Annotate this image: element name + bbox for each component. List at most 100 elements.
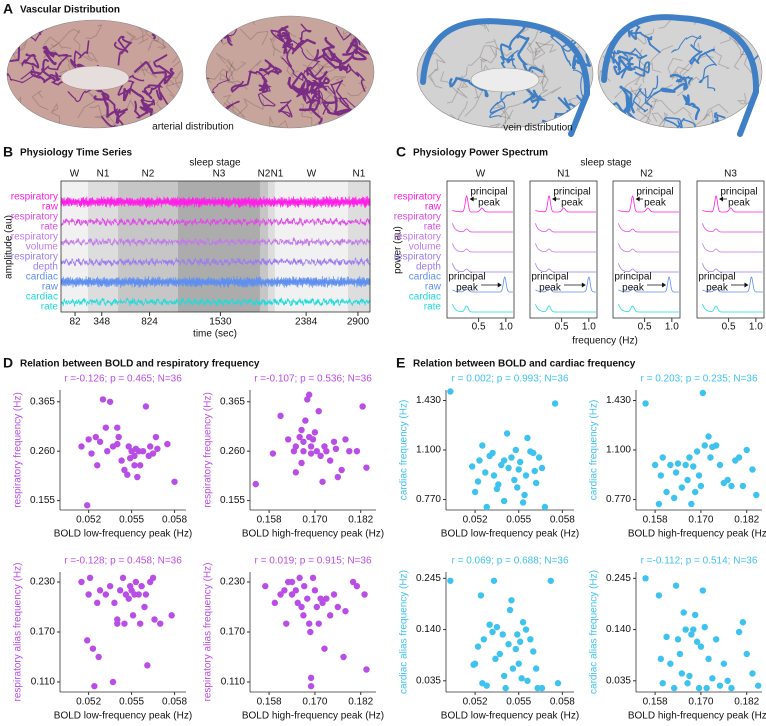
point [301, 582, 308, 590]
point [311, 429, 319, 436]
vessel [307, 76, 330, 94]
point [284, 436, 292, 443]
vessel [572, 69, 593, 99]
point [298, 426, 305, 434]
x-axis-label: BOLD high-frequency peak (Hz) [628, 529, 766, 540]
signal-label: respiratory [394, 232, 441, 243]
point [690, 626, 697, 633]
signal-trace [60, 236, 371, 247]
sulcus [464, 90, 483, 117]
point [535, 454, 543, 461]
sulcus [50, 28, 81, 48]
spectrum [535, 195, 596, 213]
y-tick-label: 0.365 [220, 396, 245, 407]
y-tick-label: 0.770 [606, 494, 631, 505]
sulcus [417, 27, 431, 51]
point [86, 574, 94, 582]
point [691, 611, 699, 619]
point [292, 469, 300, 476]
sulcus [733, 39, 754, 76]
sulcus [12, 40, 28, 65]
stage-axis-label: sleep stage [189, 158, 241, 169]
point [154, 445, 161, 453]
point [88, 450, 95, 457]
point [500, 457, 508, 464]
point [515, 466, 522, 473]
annotation: peak [622, 283, 645, 294]
point [319, 599, 326, 607]
point [728, 684, 735, 692]
point [670, 684, 678, 692]
x-tick-label: 0.5 [472, 322, 486, 333]
annotation: peak [539, 283, 562, 294]
y-tick-label: 0.770 [416, 494, 441, 505]
spectrum [702, 195, 763, 213]
annotation: peak [478, 198, 501, 209]
point [114, 616, 121, 623]
sulcus [166, 69, 183, 96]
point [754, 682, 762, 689]
point [89, 645, 97, 652]
image-label: arterial distribution [152, 122, 234, 133]
point [115, 433, 122, 441]
annotation: principal [720, 187, 757, 198]
point [313, 603, 321, 611]
y-tick-label: 0.245 [606, 573, 631, 584]
sulcus [221, 101, 239, 117]
point [486, 621, 493, 628]
point [132, 578, 140, 586]
signal-label: respiratory [11, 252, 58, 263]
point [693, 448, 701, 455]
x-axis-label: BOLD low-frequency peak (Hz) [54, 711, 192, 722]
signal-label: raw [42, 202, 59, 213]
point [682, 461, 689, 469]
signal-label: cardiac [409, 272, 441, 283]
panel-title: Physiology Power Spectrum [413, 148, 548, 159]
point [505, 464, 512, 472]
signal-label: volume [26, 242, 59, 253]
point [104, 447, 111, 455]
point [492, 655, 499, 663]
x-axis-label: BOLD low-frequency peak (Hz) [441, 711, 579, 722]
point [78, 443, 85, 450]
point [305, 620, 313, 627]
signal-label: rate [424, 222, 442, 233]
sulcus [419, 111, 442, 128]
point [490, 577, 498, 584]
signal-label: raw [425, 202, 442, 213]
point [141, 603, 148, 611]
annotation: principal [448, 272, 485, 283]
x-tick-label: 348 [93, 317, 110, 328]
sulcus [227, 58, 247, 72]
point [296, 433, 303, 441]
x-tick-label: 0.182 [348, 697, 373, 708]
plot-frame [696, 180, 765, 319]
point [84, 637, 91, 644]
x-tick-label: 82 [69, 317, 81, 328]
signal-trace [60, 217, 371, 228]
panel-letter: A [3, 1, 13, 17]
point [300, 438, 307, 445]
sulcus [85, 24, 103, 40]
point [530, 449, 537, 457]
spectrum [618, 276, 679, 293]
point [493, 623, 501, 631]
signal-label: rate [41, 302, 59, 313]
vessel [291, 23, 312, 55]
point [330, 438, 338, 445]
x-tick-label: 0.5 [555, 322, 569, 333]
point [326, 612, 334, 619]
point [490, 472, 498, 479]
chart-title: r = 0.069; p = 0.688; N=36 [451, 556, 568, 567]
vessel [122, 87, 149, 114]
y-tick-label: 0.035 [606, 675, 631, 686]
point [651, 461, 659, 469]
spectrum [702, 223, 763, 233]
sulcus [225, 64, 248, 90]
vessel [660, 73, 689, 93]
vessel [270, 27, 293, 68]
point [691, 488, 699, 496]
point [512, 446, 520, 454]
point [688, 631, 695, 638]
vessel [689, 44, 716, 65]
